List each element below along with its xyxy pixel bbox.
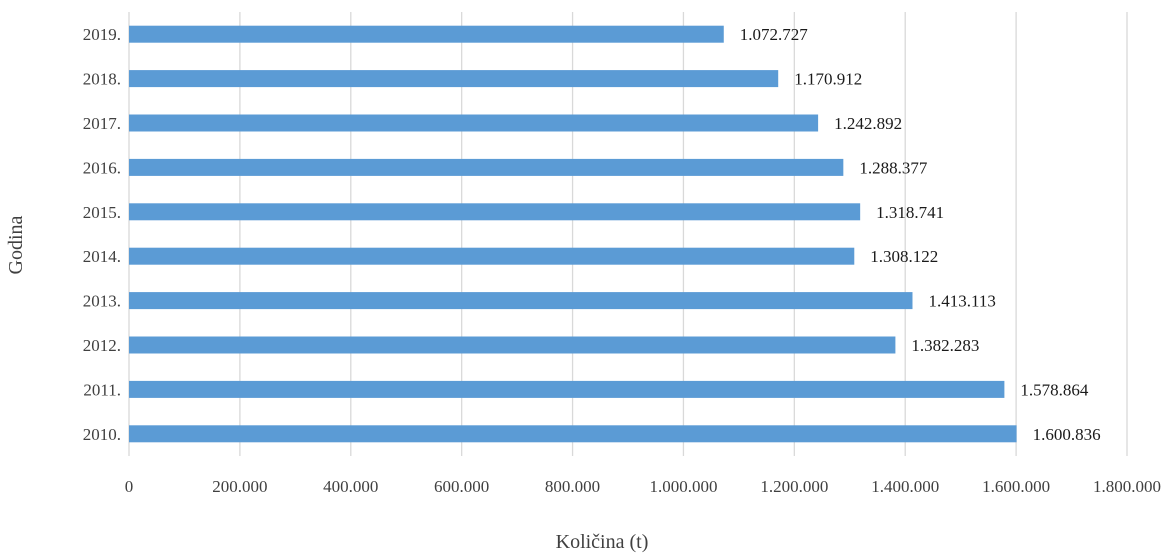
y-tick-label: 2014. [83,247,121,266]
bars [129,25,1017,443]
x-axis-title: Količina (t) [556,531,649,553]
y-tick-label: 2013. [83,292,121,311]
data-label: 1.308.122 [870,247,938,266]
y-tick-label: 2012. [83,336,121,355]
bar-2013 [129,292,913,310]
x-tick-label: 1.400.000 [871,477,939,496]
y-tick-label: 2011. [83,380,121,399]
x-tick-label: 1.600.000 [982,477,1050,496]
data-label: 1.072.727 [740,25,809,44]
y-tick-label: 2017. [83,114,121,133]
bar-2014 [129,247,855,265]
bar-2016 [129,158,844,176]
y-tick-label: 2018. [83,70,121,89]
data-label: 1.242.892 [834,114,902,133]
y-tick-label: 2015. [83,203,121,222]
bar-2015 [129,203,861,221]
y-tick-label: 2010. [83,425,121,444]
data-label: 1.382.283 [911,336,979,355]
x-tick-label: 1.200.000 [760,477,828,496]
data-label: 1.318.741 [876,203,944,222]
data-label: 1.578.864 [1020,380,1088,399]
data-label: 1.288.377 [859,158,928,177]
bar-2011 [129,380,1005,398]
y-tick-label: 2019. [83,25,121,44]
x-tick-label: 200.000 [212,477,267,496]
x-tick-label: 800.000 [545,477,600,496]
y-tick-labels: 2019. 2018. 2017. 2016. 2015. 2014. 2013. 2012.… [83,25,121,444]
x-tick-label: 0 [125,477,134,496]
data-label: 1.413.113 [928,292,995,311]
data-label: 1.600.836 [1033,425,1101,444]
x-tick-label: 1.000.000 [649,477,717,496]
bar-2017 [129,114,819,132]
data-label: 1.170.912 [794,70,862,89]
x-tick-label: 600.000 [434,477,489,496]
x-tick-labels: 0 200.000 400.000 600.000 800.000 1.000.000 1.… [125,477,1161,496]
data-labels: 1.072.727 1.170.912 1.242.892 1.288.377 1.31… [740,25,1101,444]
bar-2010 [129,425,1017,443]
y-tick-label: 2016. [83,158,121,177]
y-axis-title: Godina [5,215,27,274]
bar-2019 [129,25,724,43]
x-tick-label: 1.800.000 [1093,477,1161,496]
bar-2012 [129,336,896,354]
bar-2018 [129,70,779,88]
x-tick-label: 400.000 [323,477,378,496]
